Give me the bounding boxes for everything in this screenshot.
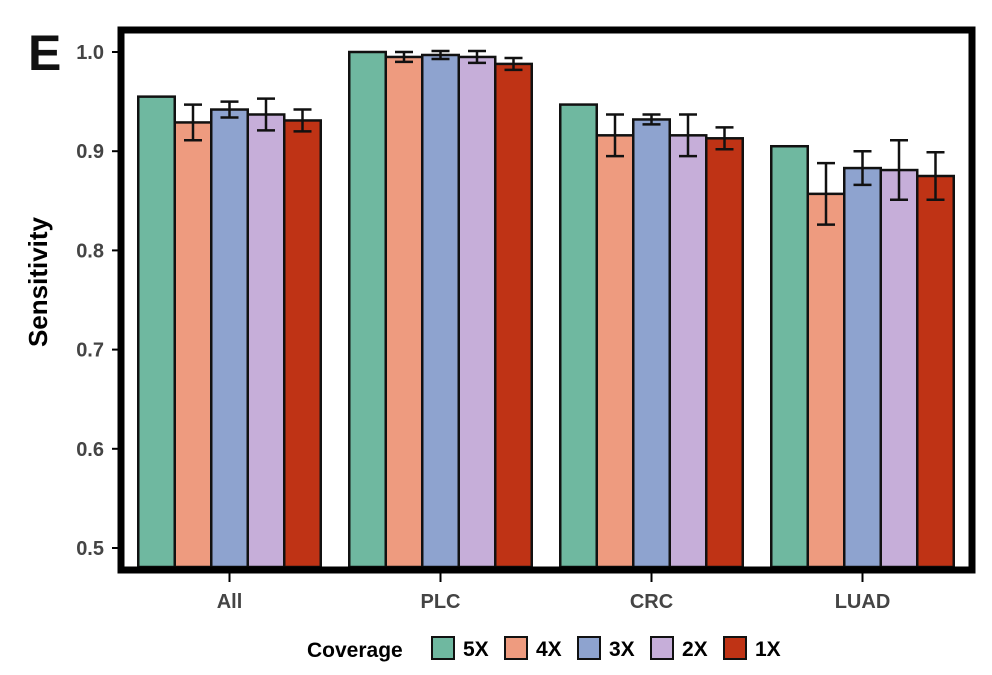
bar-luad-3x [843,166,882,569]
bar-plc-3x [421,53,460,569]
x-tick-label: CRC [630,591,673,613]
x-tick-label: PLC [421,591,461,613]
y-tick-label: 0.8 [76,240,104,262]
legend-label: 4X [536,638,562,661]
bar-all-4x [173,121,213,569]
y-axis-ticks: 0.5 0.6 0.7 0.8 0.9 1.0 [76,42,121,560]
legend-swatch-5x [431,636,455,660]
legend-title: Coverage [307,639,403,662]
bar-plc-1x [494,62,533,569]
bar-plc-2x [457,55,497,569]
bar-plc-4x [384,55,424,569]
bar-crc-3x [632,118,671,569]
x-tick-label: LUAD [835,591,891,613]
plot-frame [117,26,976,574]
y-tick-label: 0.7 [76,340,104,362]
x-axis-ticks: All PLC CRC LUAD [217,573,891,613]
bar-plc-5x [348,50,387,569]
bar-crc-2x [668,134,708,569]
legend-swatch-4x [504,636,528,660]
legend-swatch-2x [650,636,674,660]
y-tick-label: 0.5 [76,538,104,560]
legend: Coverage 5X 4X 3X 2X 1X [307,636,781,662]
y-tick-label: 0.6 [76,439,104,461]
x-tick-label: All [217,591,243,613]
legend-label: 1X [755,638,781,661]
y-tick-label: 1.0 [76,42,104,64]
legend-label: 5X [463,638,489,661]
legend-label: 2X [682,638,708,661]
bar-luad-1x [916,174,955,569]
error-bars [184,49,945,226]
panel-label: E [28,25,61,81]
y-tick-label: 0.9 [76,141,104,163]
bar-luad-4x [806,192,846,569]
bar-all-5x [137,95,176,569]
bar-all-1x [283,119,322,569]
bar-luad-2x [879,168,919,569]
legend-swatch-1x [723,636,747,660]
bar-luad-5x [770,144,809,569]
legend-swatch-3x [577,636,601,660]
bar-all-2x [246,113,286,569]
y-axis-title: Sensitivity [23,216,53,347]
bar-crc-5x [559,103,598,569]
bar-all-3x [210,108,249,569]
bar-crc-4x [595,134,635,569]
legend-label: 3X [609,638,635,661]
bar-crc-1x [705,137,744,569]
